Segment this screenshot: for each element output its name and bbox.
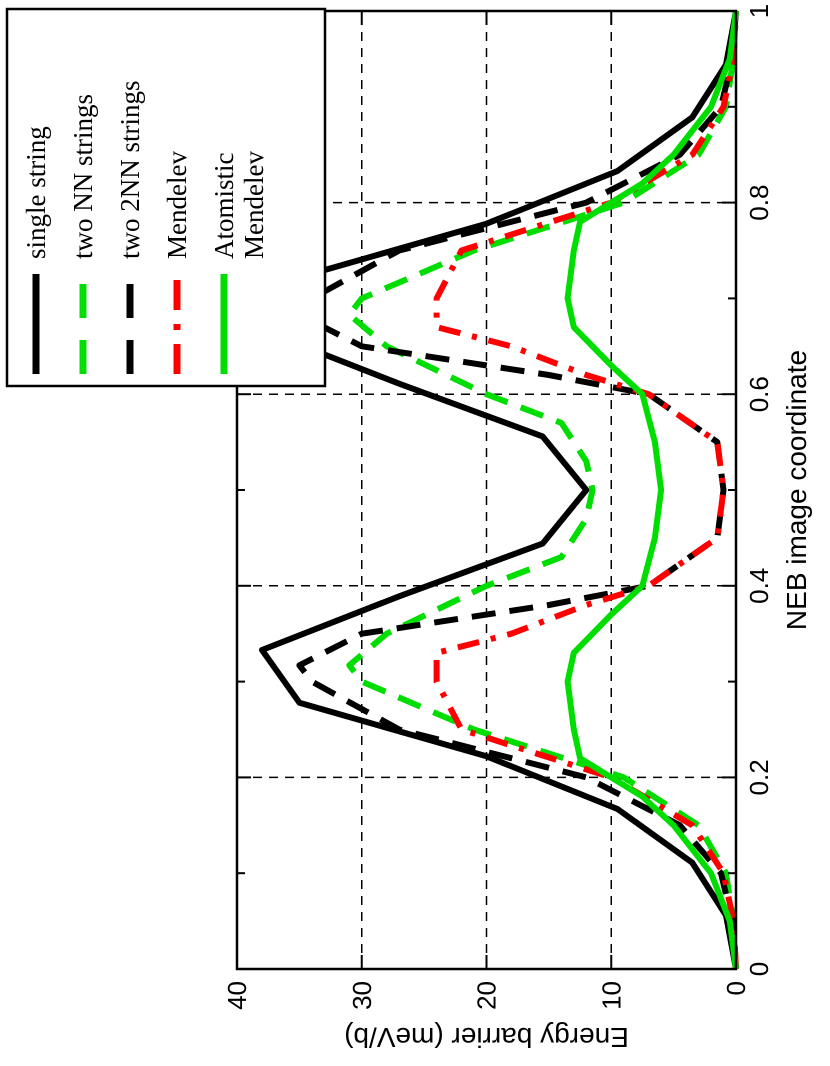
legend-label-4: Atomistic	[209, 152, 239, 259]
y-tick-label: 0	[721, 981, 751, 995]
legend-label-0: single string	[21, 126, 51, 259]
x-tick-label: 0	[744, 962, 774, 976]
legend-label-3: Mendelev	[162, 151, 192, 259]
legend: single string two NN strings two 2NN strin…	[5, 7, 327, 388]
x-axis-title: NEB image coordinate	[781, 350, 812, 630]
series-line-0	[259, 10, 739, 970]
series-line-1	[346, 10, 739, 970]
series-layer	[259, 10, 739, 970]
x-tick-label: 1	[744, 4, 774, 18]
legend-label-1: two NN strings	[68, 94, 98, 259]
y-tick-label: 20	[472, 981, 502, 1010]
series-line-2	[296, 10, 739, 970]
y-tick-label: 10	[596, 981, 626, 1010]
x-tick-label: 0.4	[744, 568, 774, 604]
x-tick-label: 0.2	[744, 759, 774, 795]
x-tick-label: 0.8	[744, 185, 774, 221]
legend-label-4: Mendelev	[239, 151, 269, 259]
y-axis-title: Energy barrier (meV/b)	[344, 1022, 629, 1053]
series-line-4	[564, 10, 739, 970]
legend-label-2: two 2NN strings	[115, 80, 145, 259]
y-tick-label: 40	[222, 981, 252, 1010]
y-tick-label: 30	[347, 981, 377, 1010]
x-tick-label: 0.6	[744, 376, 774, 412]
